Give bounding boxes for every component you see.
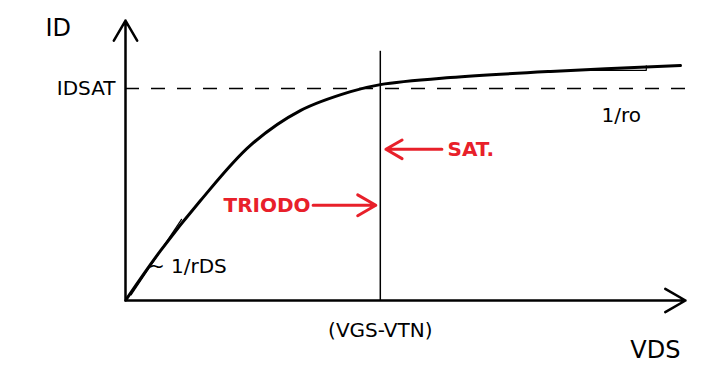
svg-text:SAT.: SAT.: [448, 137, 495, 161]
svg-text:TRIODO: TRIODO: [224, 193, 311, 217]
svg-text:IDSAT: IDSAT: [57, 76, 116, 100]
svg-text:1/ro: 1/ro: [602, 103, 641, 127]
svg-text:(VGS-VTN): (VGS-VTN): [328, 318, 432, 342]
svg-text:~ 1/rDS: ~ 1/rDS: [148, 254, 227, 278]
svg-text:VDS: VDS: [630, 336, 680, 364]
svg-text:ID: ID: [46, 14, 72, 42]
